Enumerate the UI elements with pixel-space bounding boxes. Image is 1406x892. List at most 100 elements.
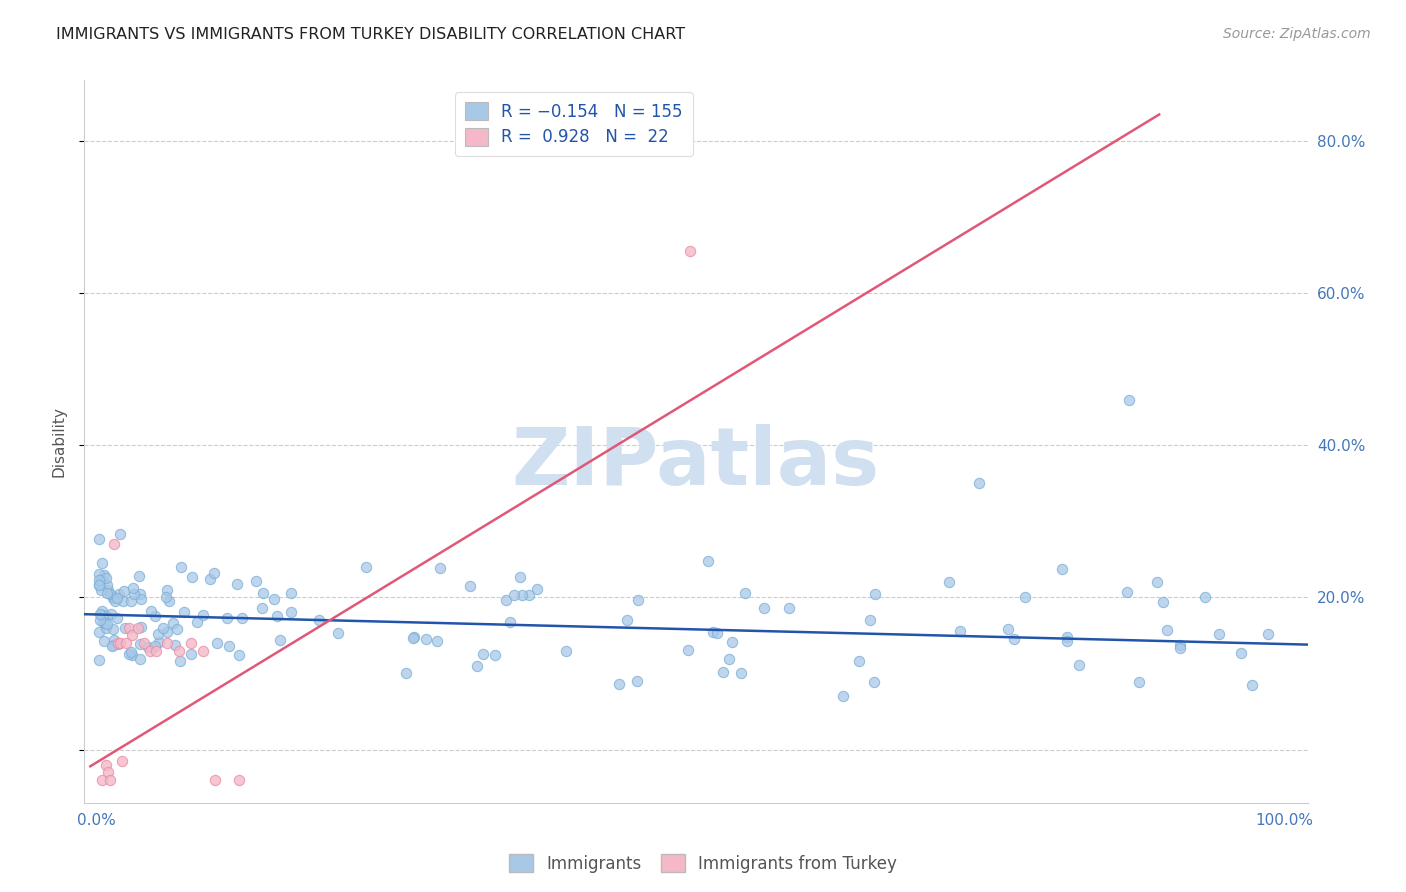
Point [148, 626, 170, 640]
Point [93, 608, 115, 623]
Point [155, 590, 177, 604]
Point [326, 625, 349, 640]
Point [143, 639, 166, 653]
Point [217, 611, 239, 625]
Point [139, 604, 162, 618]
Point [127, 621, 149, 635]
Point [193, 607, 215, 622]
Point [169, 654, 191, 668]
Point [1230, 646, 1253, 660]
Point [859, 613, 882, 627]
Point [128, 652, 150, 666]
Point [112, 594, 135, 608]
Point [157, 594, 180, 608]
Point [162, 615, 184, 630]
Point [517, 588, 540, 602]
Point [170, 559, 193, 574]
Point [128, 637, 150, 651]
Point [129, 591, 152, 606]
Point [752, 601, 775, 615]
Point [120, 645, 142, 659]
Point [105, 611, 128, 625]
Point [87, 573, 110, 587]
Point [180, 569, 202, 583]
Point [832, 690, 855, 704]
Point [626, 674, 648, 689]
Point [121, 628, 143, 642]
Point [94, 571, 117, 585]
Point [103, 590, 125, 604]
Point [94, 609, 117, 624]
Point [484, 648, 506, 662]
Point [100, 607, 122, 621]
Point [94, 621, 117, 635]
Point [308, 614, 330, 628]
Point [280, 605, 302, 619]
Point [129, 620, 152, 634]
Point [104, 593, 127, 607]
Point [730, 666, 752, 681]
Point [1002, 632, 1025, 647]
Point [202, 566, 225, 580]
Point [616, 613, 638, 627]
Point [108, 527, 131, 541]
Point [91, 556, 114, 570]
Point [207, 636, 229, 650]
Point [101, 638, 124, 652]
Point [204, 772, 226, 787]
Point [107, 636, 129, 650]
Point [848, 654, 870, 668]
Point [169, 643, 191, 657]
Point [863, 587, 886, 601]
Point [163, 638, 186, 652]
Point [173, 605, 195, 619]
Point [97, 583, 120, 598]
Point [1156, 624, 1178, 638]
Point [138, 643, 160, 657]
Point [128, 569, 150, 583]
Point [91, 604, 114, 618]
Point [1052, 561, 1074, 575]
Point [499, 615, 522, 629]
Point [121, 648, 143, 662]
Point [191, 643, 214, 657]
Point [112, 584, 135, 599]
Point [89, 653, 111, 667]
Point [465, 658, 488, 673]
Point [734, 585, 756, 599]
Point [1208, 626, 1230, 640]
Point [180, 647, 202, 661]
Point [93, 615, 115, 629]
Point [862, 675, 884, 690]
Point [87, 533, 110, 547]
Point [226, 577, 249, 591]
Point [702, 625, 724, 640]
Point [87, 624, 110, 639]
Text: ZIPatlas: ZIPatlas [512, 425, 880, 502]
Text: IMMIGRANTS VS IMMIGRANTS FROM TURKEY DISABILITY CORRELATION CHART: IMMIGRANTS VS IMMIGRANTS FROM TURKEY DIS… [56, 27, 685, 42]
Point [96, 617, 118, 632]
Point [120, 594, 142, 608]
Point [503, 588, 526, 602]
Point [180, 636, 202, 650]
Point [89, 613, 111, 627]
Point [108, 636, 131, 650]
Point [105, 591, 128, 605]
Point [495, 593, 517, 607]
Point [402, 631, 425, 645]
Point [997, 622, 1019, 636]
Point [1146, 575, 1168, 590]
Point [512, 588, 534, 602]
Point [402, 630, 425, 644]
Point [1056, 631, 1078, 645]
Point [1056, 633, 1078, 648]
Point [103, 591, 125, 606]
Point [94, 757, 117, 772]
Point [1128, 674, 1150, 689]
Point [696, 554, 718, 568]
Point [679, 244, 702, 259]
Point [718, 651, 741, 665]
Point [280, 585, 302, 599]
Point [509, 570, 531, 584]
Point [228, 648, 250, 662]
